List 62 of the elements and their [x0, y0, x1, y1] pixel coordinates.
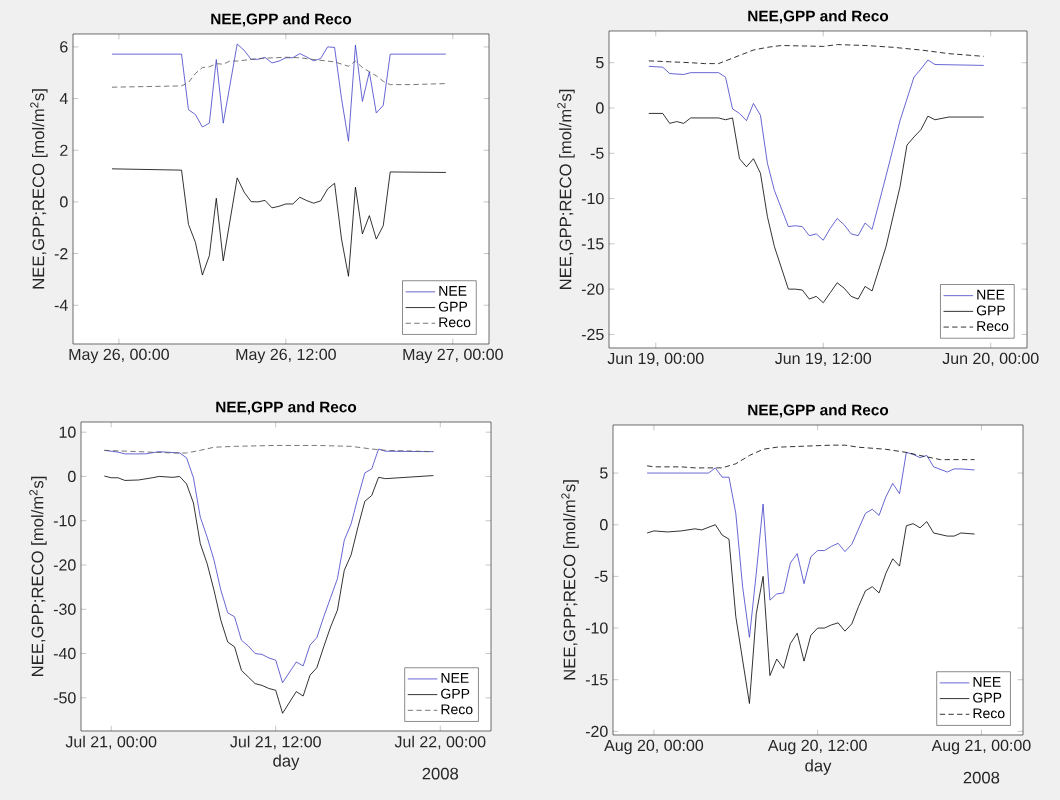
chart-title: NEE,GPP and Reco	[216, 401, 357, 415]
y-tick-label: -40	[53, 647, 76, 660]
x-tick-label: Jul 22, 00:00	[394, 735, 486, 750]
y-tick-label: 4	[59, 93, 68, 105]
y-axis-title: NEE,GPP;RECO [mol/m$^{2}$s]	[30, 89, 48, 289]
y-tick-label: -30	[53, 603, 76, 615]
legend-label: Reco	[441, 704, 473, 715]
legend-label: NEE	[439, 286, 467, 296]
y-tick-label: -5	[590, 147, 604, 159]
x-tick-label: May 27, 00:00	[403, 348, 503, 364]
legend-label: Reco	[977, 321, 1009, 332]
legend-label: GPP	[441, 688, 470, 699]
y-axis-title: NEE,GPP;RECO [mol/m$^{2}$s]	[29, 476, 47, 676]
y-tick-label: 5	[600, 467, 608, 479]
x-axis-title: day	[273, 754, 300, 771]
y-tick-label: 0	[60, 196, 68, 208]
x-tick-label: May 26, 12:00	[236, 348, 336, 364]
y-tick-label: 0	[596, 102, 604, 114]
y-tick-label: -20	[53, 559, 76, 571]
y-tick-label: 6	[60, 41, 68, 53]
text: 2008	[422, 767, 459, 780]
y-tick-label: -4	[54, 299, 68, 311]
y-axis-title: NEE,GPP;RECO [mol/m$^{2}$s]	[561, 480, 579, 680]
legend-label: NEE	[977, 289, 1005, 300]
y-tick-label: 0	[600, 519, 608, 531]
y-tick-label: -20	[581, 283, 604, 295]
legend-label: GPP	[438, 301, 468, 312]
legend-label: Reco	[439, 317, 471, 328]
chart-title: NEE,GPP and Reco	[748, 10, 889, 24]
y-tick-label: -25	[581, 328, 604, 341]
legend-label: GPP	[976, 305, 1006, 316]
y-tick-label: 5	[596, 57, 604, 69]
y-tick-label: -50	[53, 692, 76, 704]
x-axis-title: day	[805, 759, 832, 775]
y-tick-label: -2	[54, 248, 68, 260]
legend-label: Reco	[973, 708, 1005, 719]
y-tick-label: -10	[581, 192, 604, 205]
y-tick-label: -15	[585, 674, 608, 686]
x-tick-label: Jun 20, 00:00	[942, 352, 1039, 366]
y-tick-label: -5	[594, 570, 608, 582]
x-tick-label: May 26, 00:00	[69, 348, 169, 364]
x-tick-label: Aug 20, 00:00	[604, 739, 704, 755]
chart-title: NEE,GPP and Reco	[748, 404, 889, 418]
y-tick-label: 10	[59, 426, 76, 438]
y-tick-label: -15	[581, 238, 604, 250]
text: 2008	[963, 771, 1000, 784]
x-tick-label: Aug 21, 00:00	[931, 739, 1031, 755]
y-tick-label: 2	[60, 144, 68, 156]
y-tick-label: -10	[53, 515, 76, 527]
x-tick-label: Jun 19, 00:00	[607, 352, 704, 366]
x-tick-label: Jun 19, 12:00	[775, 352, 872, 366]
x-tick-label: Aug 20, 12:00	[767, 739, 867, 755]
y-tick-label: -20	[585, 725, 608, 738]
y-tick-label: -10	[585, 622, 608, 634]
y-axis-title: NEE,GPP;RECO [mol/m$^{2}$s]	[557, 89, 575, 289]
legend-label: GPP	[973, 692, 1002, 703]
legend-label: NEE	[973, 677, 1001, 687]
x-tick-label: Jul 21, 00:00	[65, 735, 157, 750]
y-tick-label: 0	[68, 470, 76, 483]
legend-label: NEE	[441, 673, 469, 683]
x-tick-label: Jul 21, 12:00	[230, 735, 321, 750]
chart-title: NEE,GPP and Reco	[211, 13, 352, 27]
